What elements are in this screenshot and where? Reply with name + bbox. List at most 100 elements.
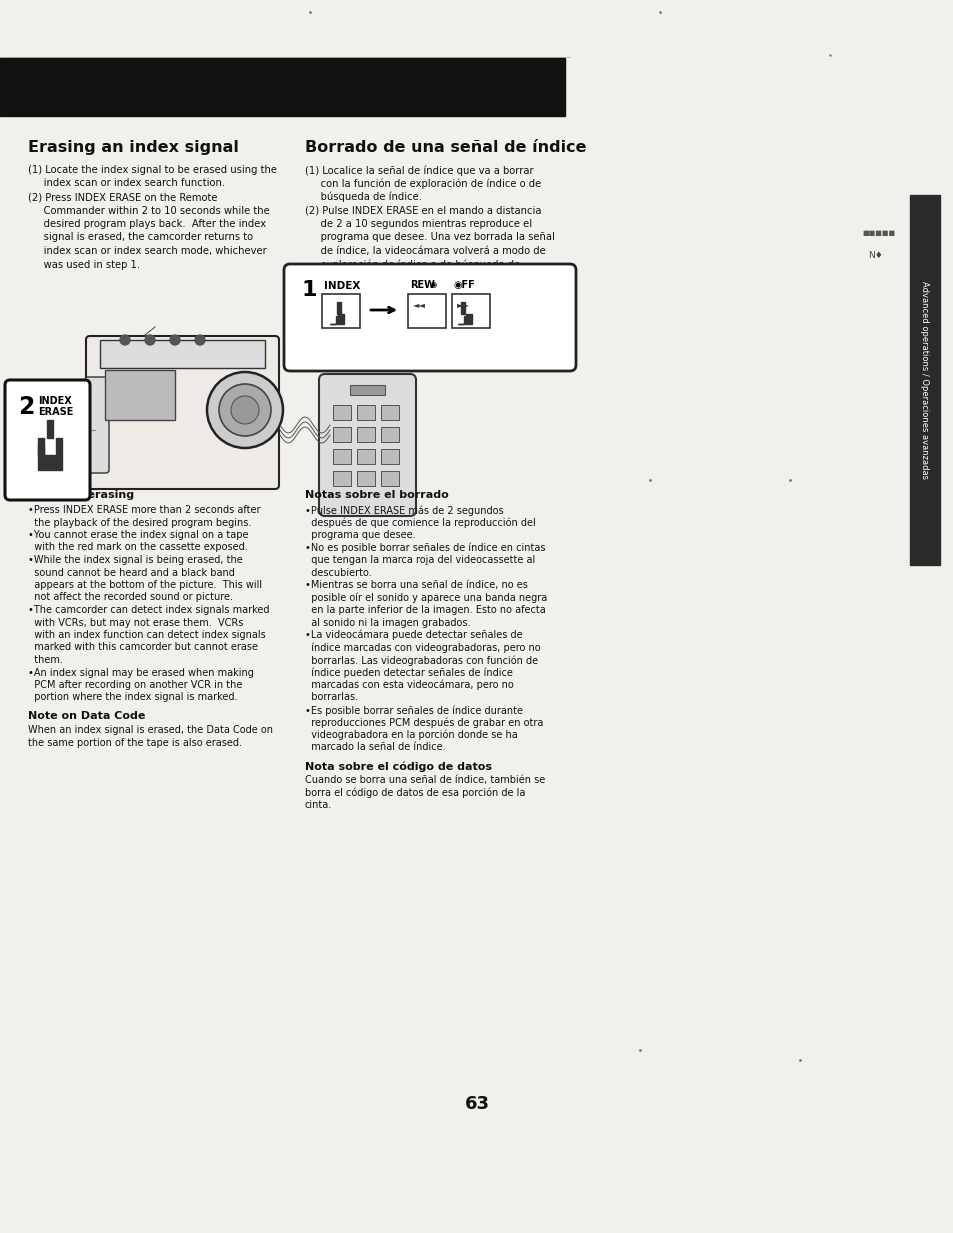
Polygon shape (38, 438, 62, 470)
Polygon shape (457, 314, 472, 324)
FancyBboxPatch shape (86, 337, 278, 490)
Text: (1) Locate the index signal to be erased using the: (1) Locate the index signal to be erased… (28, 165, 276, 175)
FancyBboxPatch shape (318, 374, 416, 515)
Bar (356, 427, 375, 441)
Bar (909, 195, 939, 565)
Text: them.: them. (28, 655, 63, 665)
Text: marcadas con esta videocámara, pero no: marcadas con esta videocámara, pero no (305, 681, 514, 690)
Text: marked with this camcorder but cannot erase: marked with this camcorder but cannot er… (28, 642, 257, 652)
Text: Notas sobre el borrado: Notas sobre el borrado (305, 490, 448, 501)
Bar (333, 471, 351, 486)
Circle shape (194, 335, 205, 345)
Circle shape (219, 383, 271, 436)
Text: desired program plays back.  After the index: desired program plays back. After the in… (28, 219, 266, 229)
Text: Notes on erasing: Notes on erasing (28, 490, 134, 501)
Bar (452, 293, 490, 328)
Text: portion where the index signal is marked.: portion where the index signal is marked… (28, 693, 237, 703)
Text: 1.: 1. (305, 286, 330, 296)
Text: •Es posible borrar señales de índice durante: •Es posible borrar señales de índice dur… (305, 705, 522, 715)
Bar (322, 293, 359, 328)
Text: signal is erased, the camcorder returns to: signal is erased, the camcorder returns … (28, 233, 253, 243)
Text: programa que desee. Una vez borrada la señal: programa que desee. Una vez borrada la s… (305, 233, 555, 243)
Bar (380, 449, 398, 464)
FancyBboxPatch shape (5, 380, 90, 501)
Text: borra el código de datos de esa porción de la: borra el código de datos de esa porción … (305, 788, 525, 798)
Text: ERASE: ERASE (38, 407, 73, 417)
Text: INDEX: INDEX (324, 281, 360, 291)
Polygon shape (38, 445, 44, 455)
Text: Note on Data Code: Note on Data Code (28, 711, 145, 721)
Text: posible oír el sonido y aparece una banda negra: posible oír el sonido y aparece una band… (305, 593, 547, 603)
FancyBboxPatch shape (85, 377, 109, 473)
Text: •Mientras se borra una señal de índice, no es: •Mientras se borra una señal de índice, … (305, 580, 527, 591)
Text: 63: 63 (464, 1095, 489, 1113)
Text: When an index signal is erased, the Data Code on: When an index signal is erased, the Data… (28, 725, 273, 735)
Text: Cuando se borra una señal de índice, también se: Cuando se borra una señal de índice, tam… (305, 776, 545, 785)
Text: de índice, la videocámara volverá a modo de: de índice, la videocámara volverá a modo… (305, 247, 545, 256)
Text: borrarlas.: borrarlas. (305, 693, 357, 703)
Text: •You cannot erase the index signal on a tape: •You cannot erase the index signal on a … (28, 530, 248, 540)
Bar (100, 340, 265, 367)
Text: videograbadora en la porción donde se ha: videograbadora en la porción donde se ha (305, 730, 517, 741)
Text: •While the index signal is being erased, the: •While the index signal is being erased,… (28, 555, 242, 565)
Text: with the red mark on the cassette exposed.: with the red mark on the cassette expose… (28, 543, 248, 552)
Circle shape (170, 335, 180, 345)
Text: •Press INDEX ERASE more than 2 seconds after: •Press INDEX ERASE more than 2 seconds a… (28, 506, 260, 515)
Bar (356, 471, 375, 486)
Text: with an index function can detect index signals: with an index function can detect index … (28, 630, 266, 640)
Text: (2) Press INDEX ERASE on the Remote: (2) Press INDEX ERASE on the Remote (28, 192, 217, 202)
Bar (105, 370, 174, 420)
Text: índice, según el que se haya usado en el paso: índice, según el que se haya usado en el… (305, 272, 551, 284)
Text: Borrado de una señal de índice: Borrado de una señal de índice (305, 141, 586, 155)
Bar (380, 427, 398, 441)
Bar (333, 449, 351, 464)
Text: the playback of the desired program begins.: the playback of the desired program begi… (28, 518, 251, 528)
Text: al sonido ni la imagen grabados.: al sonido ni la imagen grabados. (305, 618, 470, 628)
Text: índice pueden detectar señales de índice: índice pueden detectar señales de índice (305, 667, 513, 678)
Text: ◉FF: ◉FF (454, 280, 476, 290)
Text: índice marcadas con videograbadoras, pero no: índice marcadas con videograbadoras, per… (305, 642, 540, 653)
Text: INDEX: INDEX (38, 396, 71, 406)
Bar (356, 404, 375, 420)
Circle shape (231, 396, 258, 424)
Text: REW: REW (410, 280, 435, 290)
Text: not affect the recorded sound or picture.: not affect the recorded sound or picture… (28, 593, 233, 603)
Text: que tengan la marca roja del videocassette al: que tengan la marca roja del videocasset… (305, 555, 535, 565)
Text: en la parte inferior de la imagen. Esto no afecta: en la parte inferior de la imagen. Esto … (305, 605, 545, 615)
Bar (350, 385, 385, 395)
Circle shape (145, 335, 154, 345)
Text: descubierto.: descubierto. (305, 567, 372, 577)
Text: the same portion of the tape is also erased.: the same portion of the tape is also era… (28, 737, 242, 747)
Text: appears at the bottom of the picture.  This will: appears at the bottom of the picture. Th… (28, 580, 262, 591)
Text: reproducciones PCM después de grabar en otra: reproducciones PCM después de grabar en … (305, 718, 543, 727)
Polygon shape (336, 302, 340, 314)
Text: Erasing an index signal: Erasing an index signal (28, 141, 238, 155)
Text: 2: 2 (18, 395, 34, 419)
Polygon shape (47, 420, 53, 438)
Text: •No es posible borrar señales de índice en cintas: •No es posible borrar señales de índice … (305, 543, 545, 552)
Bar (333, 427, 351, 441)
Text: Nota sobre el código de datos: Nota sobre el código de datos (305, 761, 492, 772)
Text: exploración de índice o de búsqueda de: exploración de índice o de búsqueda de (305, 259, 519, 270)
Text: with VCRs, but may not erase them.  VCRs: with VCRs, but may not erase them. VCRs (28, 618, 243, 628)
Text: cinta.: cinta. (305, 800, 332, 810)
Text: (2) Pulse INDEX ERASE en el mando a distancia: (2) Pulse INDEX ERASE en el mando a dist… (305, 206, 541, 216)
Text: programa que desee.: programa que desee. (305, 530, 416, 540)
Text: después de que comience la reproducción del: después de que comience la reproducción … (305, 518, 536, 528)
Text: ■■■■■: ■■■■■ (862, 231, 894, 236)
Circle shape (120, 335, 130, 345)
Bar (408, 293, 446, 328)
Bar (333, 404, 351, 420)
Text: •An index signal may be erased when making: •An index signal may be erased when maki… (28, 667, 253, 677)
Text: borrarlas. Las videograbadoras con función de: borrarlas. Las videograbadoras con funci… (305, 655, 537, 666)
Text: •La videocámara puede detectar señales de: •La videocámara puede detectar señales d… (305, 630, 522, 640)
Text: sound cannot be heard and a black band: sound cannot be heard and a black band (28, 567, 234, 577)
Text: Advanced operations / Operaciones avanzadas: Advanced operations / Operaciones avanza… (920, 281, 928, 478)
Text: de 2 a 10 segundos mientras reproduce el: de 2 a 10 segundos mientras reproduce el (305, 219, 532, 229)
Circle shape (207, 372, 283, 448)
Text: index scan or index search mode, whichever: index scan or index search mode, whichev… (28, 247, 267, 256)
Text: N♦: N♦ (867, 252, 882, 260)
Text: •Pulse INDEX ERASE más de 2 segundos: •Pulse INDEX ERASE más de 2 segundos (305, 506, 503, 515)
Text: index scan or index search function.: index scan or index search function. (28, 179, 225, 189)
Text: PCM after recording on another VCR in the: PCM after recording on another VCR in th… (28, 681, 242, 690)
